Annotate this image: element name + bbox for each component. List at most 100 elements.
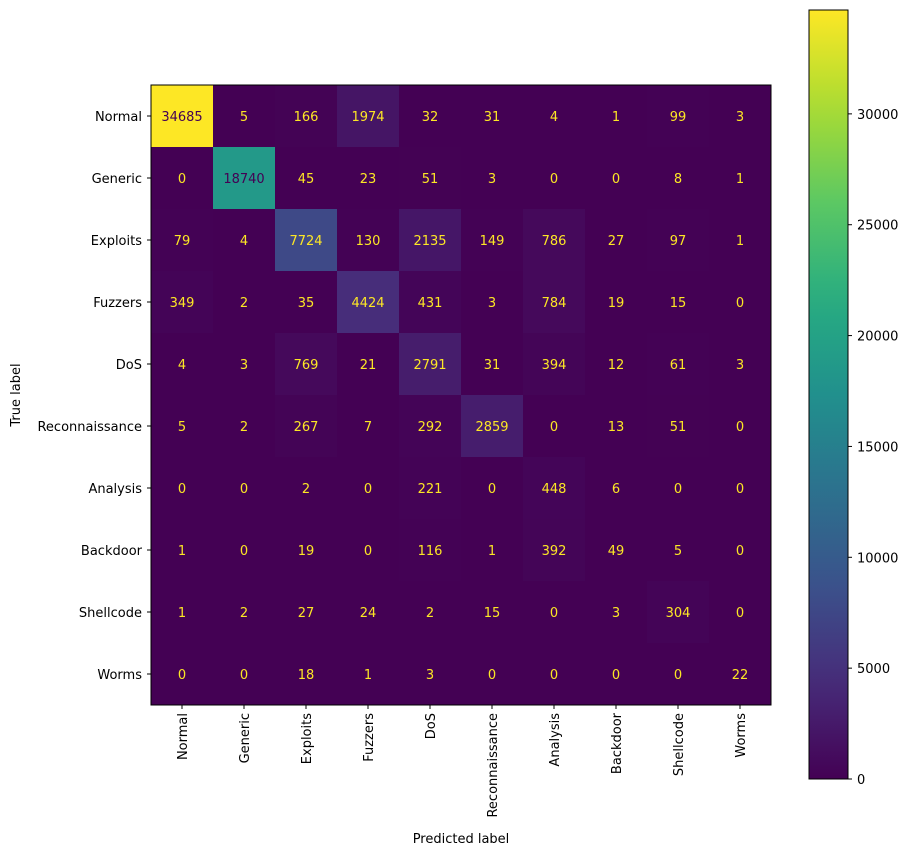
cell-value-label: 784 <box>542 296 567 311</box>
heatmap-cell <box>399 147 462 210</box>
cell-value-label: 0 <box>736 544 744 559</box>
cell-value-label: 2 <box>240 420 248 435</box>
heatmap-cell <box>275 395 338 458</box>
heatmap-cell <box>337 271 400 334</box>
cell-value-label: 51 <box>670 420 687 435</box>
x-tick-labels: Normal Generic Exploits Fuzzers DoS Reconnais… <box>176 705 749 818</box>
heatmap-cell <box>151 395 214 458</box>
heatmap-cell <box>709 581 772 644</box>
colorbar-tick-label: 10000 <box>857 551 898 566</box>
cell-value-label: 3 <box>488 172 496 187</box>
heatmap-cell <box>585 209 648 272</box>
y-tick-labels: Normal Generic Exploits Fuzzers DoS Reconnais… <box>37 110 151 683</box>
colorbar-tick-label: 15000 <box>857 440 898 455</box>
cell-value-label: 349 <box>170 296 195 311</box>
heatmap-cell <box>461 395 524 458</box>
heatmap-cell <box>461 147 524 210</box>
x-tick-label: Worms <box>734 713 749 758</box>
cell-value-label: 394 <box>542 358 567 373</box>
heatmap-cell <box>337 457 400 520</box>
cell-value-label: 4 <box>550 110 558 125</box>
cell-value-label: 15 <box>484 606 501 621</box>
y-tick-label: Normal <box>95 110 142 125</box>
cell-value-label: 0 <box>364 544 372 559</box>
cell-value-label: 2791 <box>413 358 446 373</box>
cell-value-label: 2 <box>240 606 248 621</box>
cell-value-label: 7 <box>364 420 372 435</box>
cell-value-label: 130 <box>356 234 381 249</box>
heatmap-cell <box>523 395 586 458</box>
cell-value-label: 18740 <box>223 172 264 187</box>
heatmap-cell <box>213 395 276 458</box>
heatmap-cell <box>337 643 400 706</box>
heatmap-cell <box>151 519 214 582</box>
cell-value-label: 0 <box>674 482 682 497</box>
heatmap-cell <box>399 85 462 148</box>
x-tick-label: Fuzzers <box>362 713 377 762</box>
y-tick-label: Worms <box>97 668 142 683</box>
cell-value-label: 0 <box>240 544 248 559</box>
cell-value-label: 0 <box>178 482 186 497</box>
x-tick-label: Shellcode <box>672 713 687 776</box>
cell-value-label: 292 <box>418 420 443 435</box>
y-tick-label: Generic <box>92 172 142 187</box>
heatmap-cell <box>399 581 462 644</box>
cell-value-label: 5 <box>178 420 186 435</box>
cell-value-label: 0 <box>612 172 620 187</box>
cell-value-label: 1 <box>736 234 744 249</box>
heatmap-cell <box>523 581 586 644</box>
heatmap-cell <box>585 395 648 458</box>
colorbar-tick-label: 20000 <box>857 330 898 345</box>
heatmap-cell <box>399 643 462 706</box>
y-tick-label: Reconnaissance <box>37 420 142 435</box>
heatmap-cell <box>399 457 462 520</box>
heatmap-cell <box>337 209 400 272</box>
heatmap-cell <box>585 333 648 396</box>
cell-value-label: 0 <box>178 668 186 683</box>
heatmap-cell <box>585 457 648 520</box>
heatmap-cell <box>337 85 400 148</box>
heatmap-cell <box>337 147 400 210</box>
cell-value-label: 2859 <box>475 420 508 435</box>
heatmap-cell <box>213 147 276 210</box>
cell-value-label: 5 <box>240 110 248 125</box>
x-axis-label: Predicted label <box>413 832 510 847</box>
cell-value-label: 61 <box>670 358 687 373</box>
heatmap-cell <box>337 581 400 644</box>
heatmap-cell <box>151 147 214 210</box>
heatmap-cell <box>585 147 648 210</box>
cell-value-label: 0 <box>674 668 682 683</box>
heatmap-cell <box>585 85 648 148</box>
cell-value-label: 1 <box>364 668 372 683</box>
cell-value-label: 769 <box>294 358 319 373</box>
cell-value-label: 304 <box>666 606 691 621</box>
heatmap-cell <box>647 209 710 272</box>
cell-value-label: 0 <box>550 668 558 683</box>
cell-value-label: 431 <box>418 296 443 311</box>
cell-value-label: 0 <box>240 482 248 497</box>
heatmap-cell <box>647 147 710 210</box>
cell-value-label: 0 <box>736 482 744 497</box>
heatmap-cell <box>399 271 462 334</box>
cell-value-label: 3 <box>612 606 620 621</box>
heatmap-cell <box>213 643 276 706</box>
cell-value-label: 12 <box>608 358 625 373</box>
heatmap-cell <box>709 643 772 706</box>
cell-value-label: 221 <box>418 482 443 497</box>
cell-value-label: 31 <box>484 358 501 373</box>
heatmap-cell <box>399 395 462 458</box>
cell-value-label: 2 <box>302 482 310 497</box>
y-tick-label: Analysis <box>88 482 142 497</box>
heatmap-cell <box>647 643 710 706</box>
cell-value-label: 1974 <box>351 110 384 125</box>
heatmap-cell <box>523 333 586 396</box>
cell-value-label: 7724 <box>289 234 322 249</box>
colorbar-tick-label: 0 <box>857 773 865 788</box>
x-tick-label: Backdoor <box>610 712 625 774</box>
cell-value-label: 267 <box>294 420 319 435</box>
cell-value-label: 27 <box>298 606 315 621</box>
heatmap-cell <box>585 581 648 644</box>
heatmap-cell <box>213 519 276 582</box>
y-axis-label: True label <box>9 363 24 427</box>
heatmap-cell <box>275 519 338 582</box>
